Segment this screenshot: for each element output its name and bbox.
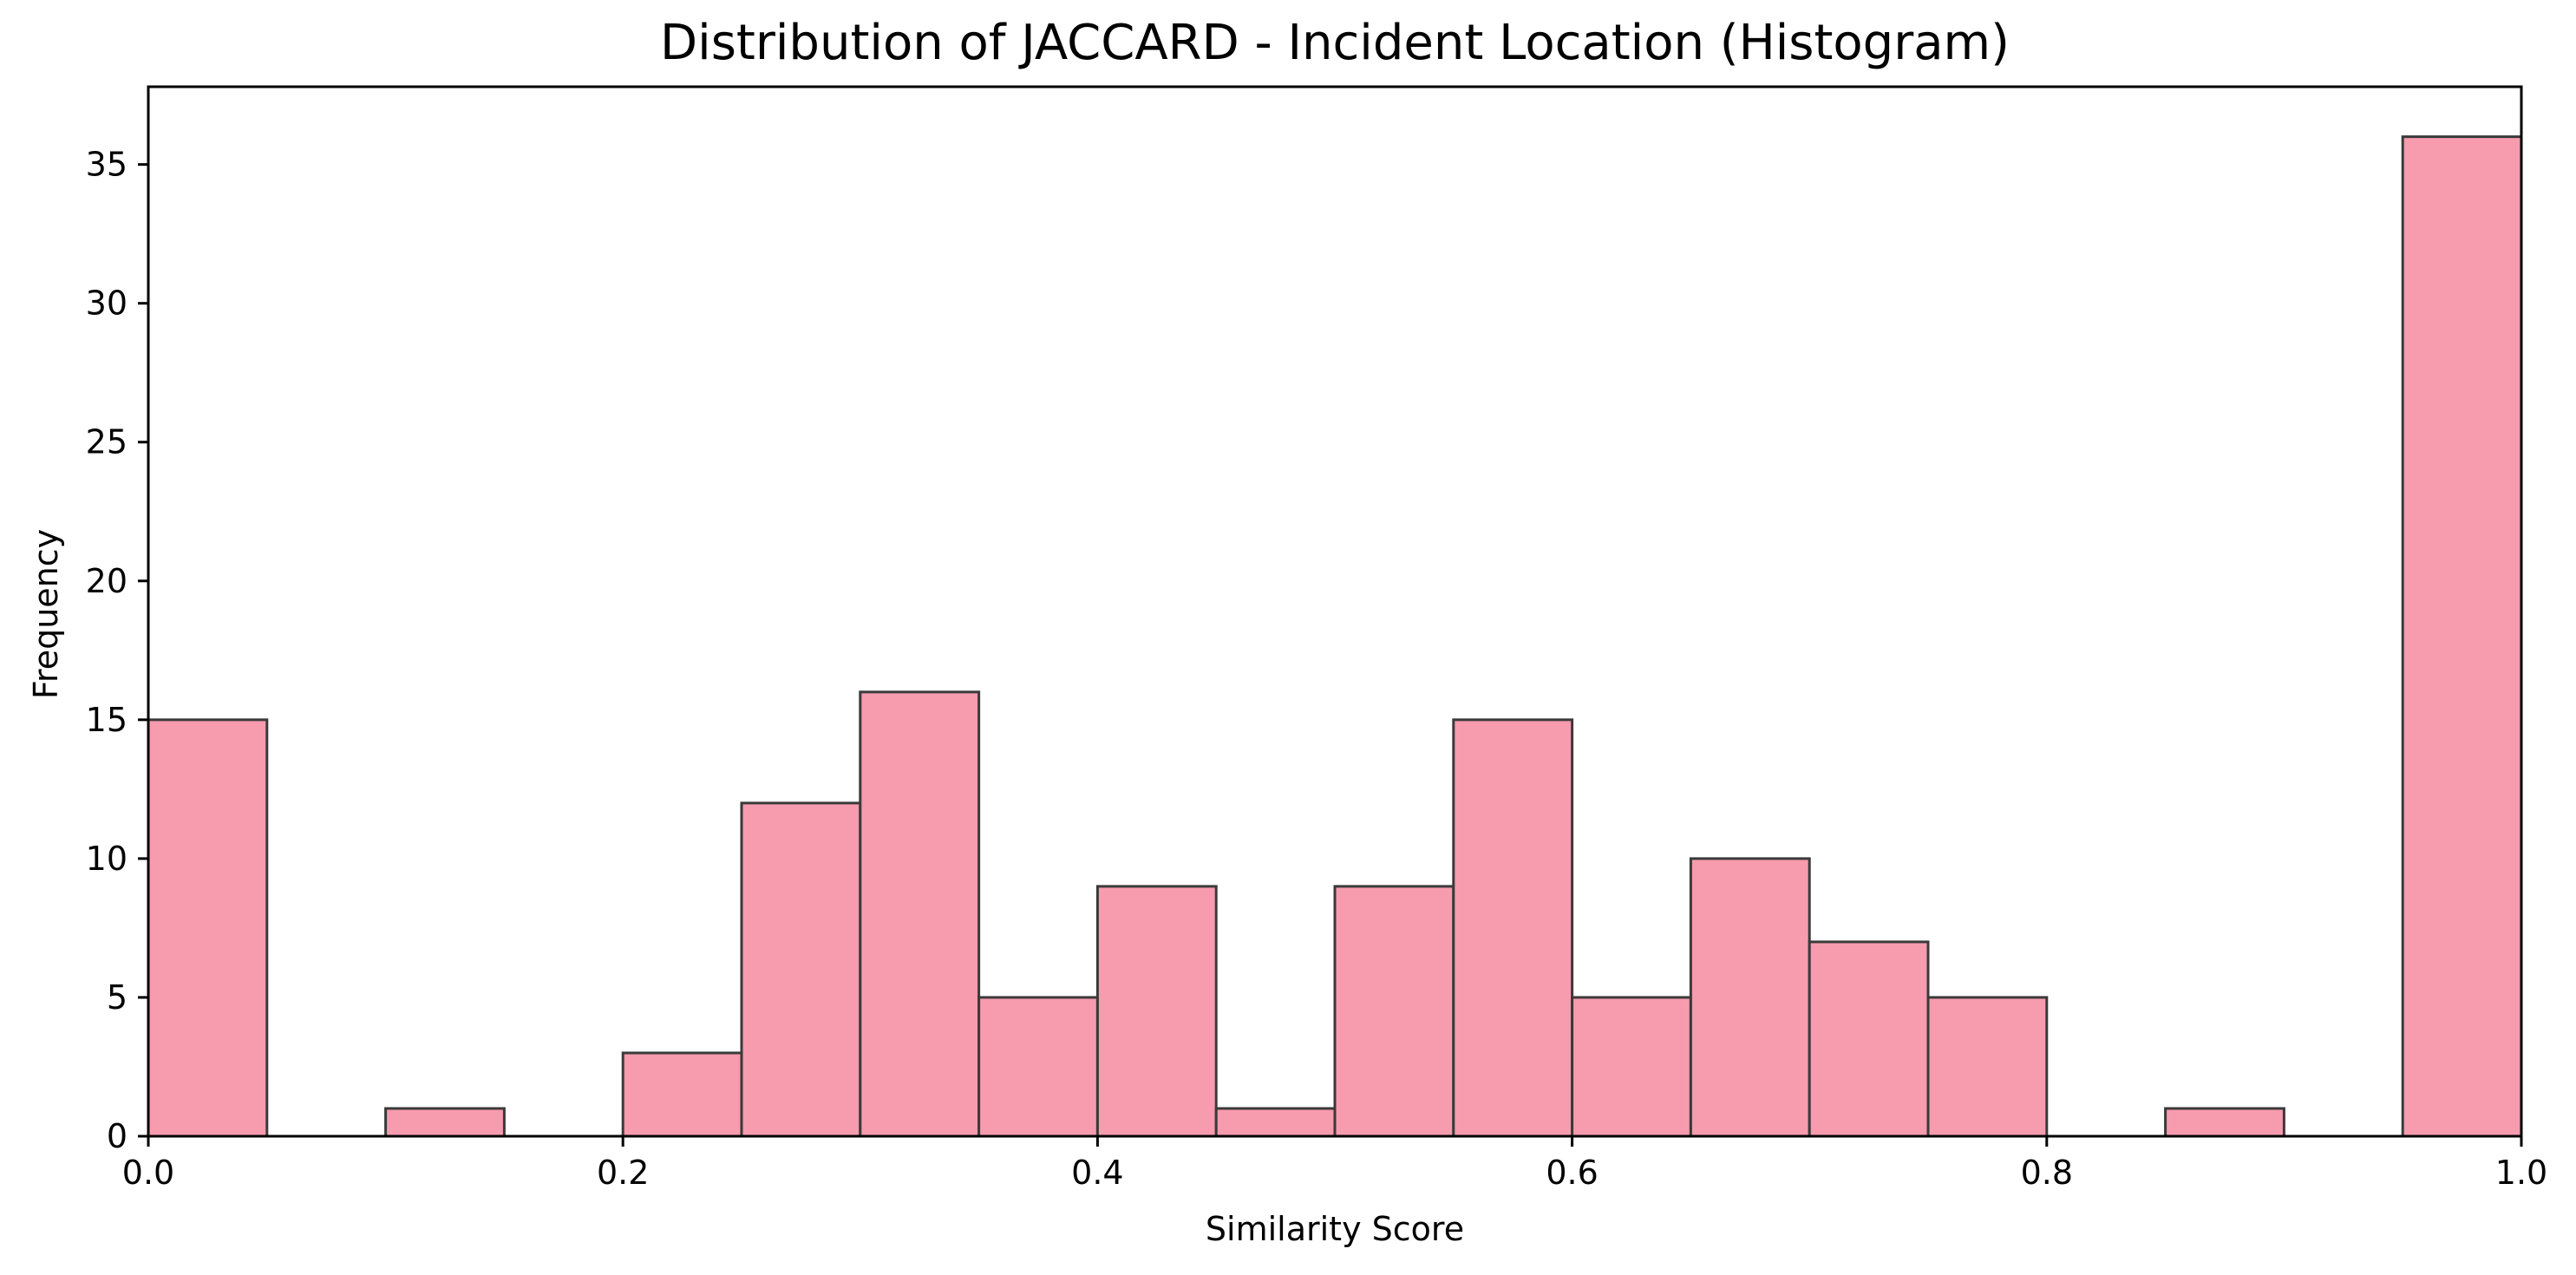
chart-title: Distribution of JACCARD - Incident Locat… <box>660 15 2010 71</box>
x-tick-label: 0.2 <box>597 1154 649 1192</box>
histogram-bar-4 <box>621 1051 743 1138</box>
histogram-bar-0 <box>147 718 269 1138</box>
histogram-bar-15 <box>1926 996 2049 1138</box>
y-tick-label: 25 <box>86 423 127 461</box>
x-tick-label: 1.0 <box>2495 1154 2547 1192</box>
histogram-bar-7 <box>977 996 1099 1138</box>
x-tick-label: 0.8 <box>2021 1154 2073 1192</box>
y-tick-label: 5 <box>107 978 127 1017</box>
y-tick-label: 35 <box>86 146 127 184</box>
y-tick-label: 0 <box>107 1117 127 1155</box>
histogram-bar-12 <box>1571 996 1692 1138</box>
x-tick-label: 0.4 <box>1071 1154 1123 1192</box>
y-tick-label: 10 <box>86 840 127 878</box>
y-tick-label: 15 <box>86 701 127 739</box>
histogram-bar-14 <box>1808 940 1930 1138</box>
histogram-bar-19 <box>2401 135 2523 1138</box>
histogram-bar-17 <box>2164 1107 2285 1138</box>
plot-area-frame <box>147 85 2523 1138</box>
histogram-bar-9 <box>1214 1107 1337 1138</box>
histogram-bar-11 <box>1452 718 1574 1138</box>
histogram-bar-8 <box>1095 885 1218 1138</box>
histogram-bar-10 <box>1333 885 1455 1138</box>
bars-group <box>147 135 2523 1138</box>
x-axis-ticks: 0.0 0.2 0.4 0.6 0.8 1.0 <box>122 1136 2547 1192</box>
y-axis-ticks: 0 5 10 15 20 25 30 35 <box>86 146 148 1155</box>
y-tick-label: 20 <box>86 562 127 600</box>
y-axis-label: Frequency <box>27 529 65 699</box>
histogram-bar-6 <box>859 690 981 1138</box>
histogram-bar-13 <box>1689 857 1811 1138</box>
x-tick-label: 0.0 <box>122 1154 174 1192</box>
x-tick-label: 0.6 <box>1546 1154 1598 1192</box>
histogram-bar-5 <box>740 801 862 1138</box>
y-tick-label: 30 <box>86 284 127 323</box>
histogram-bar-2 <box>384 1107 506 1138</box>
x-axis-label: Similarity Score <box>1206 1210 1464 1248</box>
